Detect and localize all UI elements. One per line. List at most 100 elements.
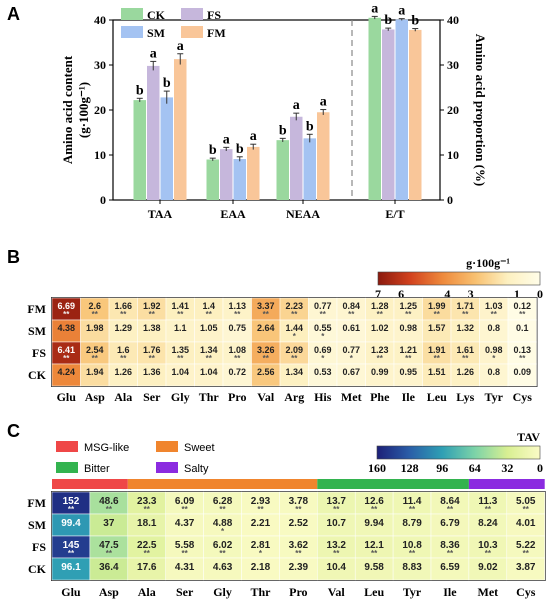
cell-value: 1.03 [485, 301, 503, 311]
sig-letter: a [320, 95, 327, 110]
taste-legend-swatch [56, 462, 78, 473]
cell-significance: ** [462, 354, 469, 363]
sig-letter: b [163, 76, 171, 91]
legend-label-FS: FS [207, 8, 221, 22]
cell-significance: ** [263, 354, 270, 363]
cell-value: 2.54 [86, 345, 104, 355]
y-axis-title-left-unit: (g·100g⁻¹) [76, 82, 91, 138]
bar-SM-TAA [160, 97, 173, 200]
y-tick-label-right: 40 [447, 13, 459, 27]
cell-value: 1.4 [202, 301, 215, 311]
cell-value: 13.2 [327, 540, 347, 551]
cell-value: 1.08 [228, 345, 246, 355]
cell-value: 6.28 [213, 496, 233, 507]
y-tick-label-right: 30 [447, 58, 459, 72]
cell-value: 9.58 [364, 562, 384, 573]
sig-letter: b [306, 119, 314, 134]
y-tick-label-left: 40 [94, 13, 106, 27]
cell-value: 1.26 [456, 367, 474, 377]
cell-significance: * [221, 527, 225, 536]
colorbar-tick-b: 1 [514, 287, 520, 301]
sig-letter: a [177, 39, 184, 54]
cell-value: 1.34 [200, 345, 218, 355]
cell-value: 8.64 [440, 496, 460, 507]
taste-legend-swatch [56, 441, 78, 452]
cell-significance: * [350, 354, 354, 363]
cell-value: 0.8 [487, 367, 500, 377]
cell-value: 1.29 [114, 323, 132, 333]
colorbar-tick-b: 3 [468, 287, 474, 301]
cell-value: 3.62 [289, 540, 309, 551]
cell-value: 6.41 [57, 345, 75, 355]
sig-letter: a [398, 4, 405, 19]
cell-value: 4.63 [213, 562, 233, 573]
cell-value: 99.4 [61, 518, 81, 529]
cell-value: 23.3 [137, 496, 157, 507]
cell-value: 11.3 [478, 496, 497, 507]
cell-value: 4.24 [57, 367, 75, 377]
y-tick-label-right: 20 [447, 103, 459, 117]
colorbar-tick-c: 64 [469, 461, 481, 475]
column-label: Val [328, 585, 346, 599]
cell-value: 2.09 [285, 345, 303, 355]
column-label: Met [341, 390, 362, 404]
cell-significance: ** [234, 354, 241, 363]
cell-significance: ** [219, 549, 226, 558]
heatmap-frame-b [51, 297, 538, 387]
column-label: Ala [138, 585, 156, 599]
cell-significance: ** [405, 354, 412, 363]
bar-SM-NEAA [303, 138, 316, 200]
cell-significance: ** [106, 505, 113, 514]
y-tick-label-left: 20 [94, 103, 106, 117]
y-axis-title-right: Amino acid proportion (%) [473, 34, 488, 187]
cell-value: 0.77 [342, 345, 360, 355]
cell-value: 1.35 [171, 345, 189, 355]
cell-value: 8.24 [478, 518, 498, 529]
cell-significance: ** [144, 549, 151, 558]
cell-value: 6.02 [213, 540, 233, 551]
cell-value: 1.44 [285, 323, 303, 333]
row-label: CK [28, 368, 47, 382]
cell-value: 9.02 [478, 562, 498, 573]
panel-label-a: A [7, 4, 20, 24]
cell-significance: ** [149, 354, 156, 363]
cell-value: 0.1 [516, 323, 529, 333]
cell-value: 12.6 [364, 496, 384, 507]
cell-value: 22.5 [137, 540, 157, 551]
x-tick-label: NEAA [286, 207, 320, 221]
bar-FM-NEAA [317, 112, 330, 200]
cell-significance: * [321, 332, 325, 341]
cell-significance: ** [68, 505, 75, 514]
cell-significance: * [259, 549, 263, 558]
bar-SM-EAA [233, 159, 246, 200]
bar-FS-EAA [220, 149, 233, 200]
cell-significance: ** [206, 310, 213, 319]
cell-value: 0.61 [342, 323, 360, 333]
cell-value: 1.76 [143, 345, 161, 355]
cell-significance: ** [333, 505, 340, 514]
cell-value: 1.36 [143, 367, 161, 377]
cell-value: 6.09 [175, 496, 195, 507]
cell-value: 1.04 [171, 367, 189, 377]
cell-significance: ** [447, 505, 454, 514]
row-label: CK [28, 562, 47, 576]
row-label: SM [28, 518, 46, 532]
column-label: Asp [99, 585, 119, 599]
cell-value: 0.75 [228, 323, 246, 333]
cell-value: 8.36 [440, 540, 460, 551]
sig-letter: a [293, 98, 300, 113]
column-label: Tyr [403, 585, 422, 599]
legend-swatch-CK [121, 8, 143, 20]
column-label: Ser [176, 585, 194, 599]
cell-significance: * [293, 332, 297, 341]
row-label: FS [32, 540, 46, 554]
colorbar-c [376, 445, 541, 460]
y-tick-label-left: 10 [94, 148, 106, 162]
cell-significance: ** [523, 505, 530, 514]
cell-value: 10.3 [478, 540, 498, 551]
cell-value: 3.26 [257, 345, 275, 355]
cell-value: 0.09 [513, 367, 531, 377]
cell-value: 13.7 [327, 496, 347, 507]
bar-FS-NEAA [290, 116, 303, 200]
